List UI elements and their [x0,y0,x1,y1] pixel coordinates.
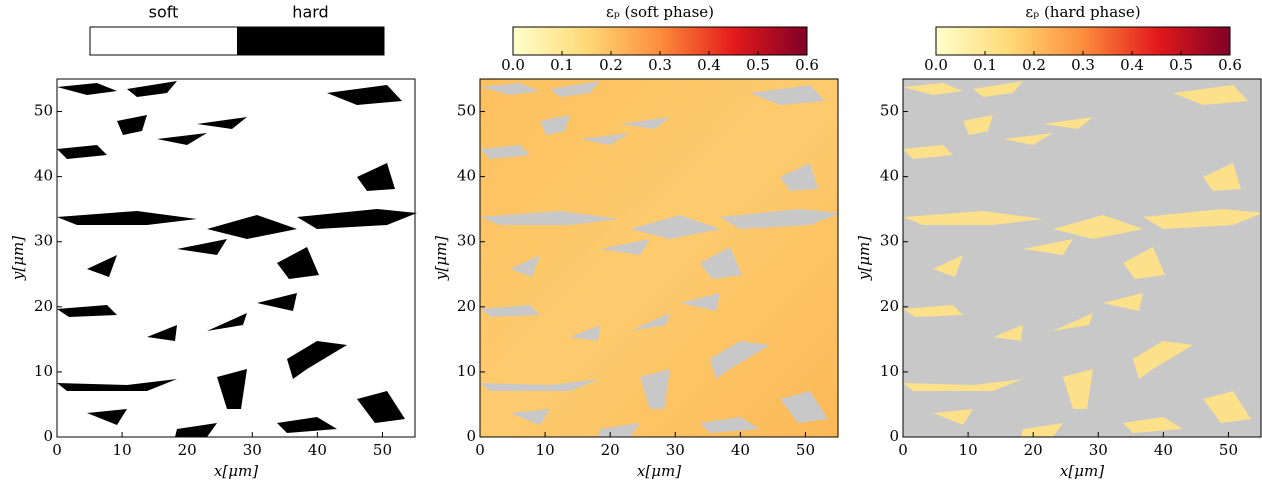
colorbar-tick-label: 0.6 [795,56,819,74]
colorbar-tick-label: 0.0 [501,56,525,74]
y-tick-label: 0 [889,427,899,445]
y-axis-label: y[μm] [855,236,873,281]
x-tick-label: 30 [666,441,685,459]
colorbar [512,26,808,56]
x-tick-label: 40 [731,441,750,459]
legend-label: hard [292,3,328,22]
legend-frame [89,26,385,56]
y-tick-label: 50 [880,102,899,120]
x-tick-label: 50 [373,441,392,459]
legend-swatch [90,27,237,55]
legend-swatch [237,27,384,55]
colorbar-tick-label: 0.5 [746,56,770,74]
x-tick-label: 50 [796,441,815,459]
x-tick-label: 40 [308,441,327,459]
colorbar-label: εₚ (hard phase) [1025,3,1140,21]
colorbar-tick-label: 0.4 [1120,56,1144,74]
colorbar-label: εₚ (soft phase) [606,3,714,21]
y-tick-label: 0 [466,427,476,445]
x-tick-label: 10 [113,441,132,459]
y-tick-label: 30 [457,232,476,250]
colorbar-tick-label: 0.2 [1022,56,1046,74]
y-tick-label: 20 [880,297,899,315]
x-axis-label: x[μm] [1060,462,1104,480]
colorbar-tick-label: 0.6 [1218,56,1242,74]
y-axis-label: y[μm] [9,236,27,281]
x-tick-label: 20 [1024,441,1043,459]
y-tick-label: 40 [880,167,899,185]
map-image [480,79,840,437]
x-tick-label: 10 [959,441,978,459]
colorbar-tick-label: 0.4 [697,56,721,74]
plot-frame [902,78,1262,438]
y-tick-label: 10 [457,362,476,380]
y-tick-label: 10 [880,362,899,380]
x-axis-label: x[μm] [214,462,258,480]
y-tick-label: 40 [457,167,476,185]
y-tick-label: 40 [34,167,53,185]
x-tick-label: 50 [1219,441,1238,459]
plot-frame [56,78,416,438]
y-tick-label: 50 [457,102,476,120]
colorbar [935,26,1231,56]
y-tick-label: 30 [880,232,899,250]
x-tick-label: 30 [243,441,262,459]
legend-label: soft [149,3,179,22]
y-tick-label: 20 [457,297,476,315]
colorbar-tick-label: 0.0 [924,56,948,74]
y-tick-label: 10 [34,362,53,380]
x-tick-label: 10 [536,441,555,459]
colorbar-tick-label: 0.1 [973,56,997,74]
colorbar-tick-label: 0.3 [1071,56,1095,74]
colorbar-tick-label: 0.2 [599,56,623,74]
y-axis-label: y[μm] [432,236,450,281]
x-tick-label: 20 [178,441,197,459]
colorbar-tick-label: 0.3 [648,56,672,74]
x-tick-label: 0 [52,441,62,459]
y-tick-label: 50 [34,102,53,120]
x-tick-label: 20 [601,441,620,459]
x-axis-label: x[μm] [637,462,681,480]
colorbar-tick-label: 0.5 [1169,56,1193,74]
x-tick-label: 40 [1154,441,1173,459]
plot-frame [479,78,839,438]
y-tick-label: 20 [34,297,53,315]
colorbar-tick-label: 0.1 [550,56,574,74]
y-tick-label: 0 [43,427,53,445]
map-image [903,79,1262,437]
y-tick-label: 30 [34,232,53,250]
x-tick-label: 0 [475,441,485,459]
x-tick-label: 30 [1089,441,1108,459]
map-image [57,79,417,437]
x-tick-label: 0 [898,441,908,459]
